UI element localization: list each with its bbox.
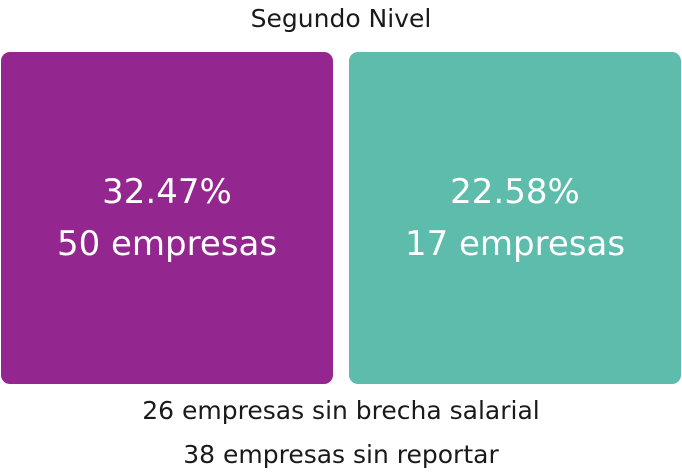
level-card-left: 32.47% 50 empresas xyxy=(1,52,333,384)
card-percent: 22.58% xyxy=(450,172,580,212)
page-title: Segundo Nivel xyxy=(250,4,432,33)
footer-no-gap: 26 empresas sin brecha salarial xyxy=(142,396,540,425)
footer-not-reported: 38 empresas sin reportar xyxy=(183,440,499,469)
card-percent: 32.47% xyxy=(102,172,232,212)
card-companies: 17 empresas xyxy=(404,224,626,264)
card-companies: 50 empresas xyxy=(56,224,278,264)
level-card-right: 22.58% 17 empresas xyxy=(349,52,681,384)
